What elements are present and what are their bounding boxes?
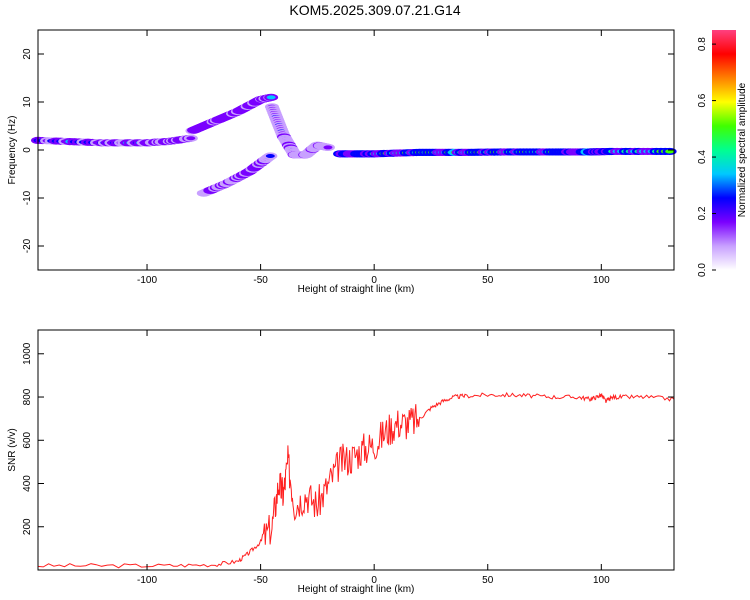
snr-y-tick-label: 800 — [22, 388, 33, 405]
snr-y-tick-label: 200 — [22, 518, 33, 535]
colorbar-tick-label: 0.0 — [697, 263, 708, 277]
spectrogram-x-tick-label: 100 — [593, 275, 610, 286]
colorbar-tick-label: 0.6 — [697, 93, 708, 107]
colorbar-label: Normalized spectral amplitude — [737, 82, 748, 217]
spectrogram-x-ticks: -100 -50 0 50 100 — [137, 30, 610, 286]
spectrogram-y-tick-label: -10 — [22, 190, 33, 205]
spectrogram-y-tick-label: 20 — [22, 48, 33, 60]
spectrogram-x-tick-label: -50 — [253, 275, 268, 286]
snr-y-tick-label: 1000 — [22, 342, 33, 365]
spectrogram-x-tick-label: 50 — [482, 275, 494, 286]
spectrogram-cell — [323, 145, 333, 150]
snr-panel: -100 -50 0 50 100 200 400 600 800 1000 Height of… — [7, 329, 675, 595]
snr-x-tick-label: 50 — [482, 575, 494, 586]
spectrogram-y-ticks: -20 -10 0 10 20 — [22, 48, 674, 253]
figure-title: KOM5.2025.309.07.21.G14 — [289, 2, 460, 18]
spectrogram-y-axis-label: Frequency (Hz) — [7, 116, 18, 185]
snr-frame — [37, 329, 675, 571]
spectrogram-cells — [31, 93, 677, 197]
colorbar-tick-label: 0.8 — [697, 37, 708, 51]
snr-x-tick-label: -100 — [137, 575, 157, 586]
spectrogram-cell — [266, 95, 276, 100]
snr-x-tick-label: -50 — [253, 575, 268, 586]
snr-series-line — [37, 391, 675, 569]
snr-x-axis-label: Height of straight line (km) — [298, 584, 415, 595]
snr-y-ticks: 200 400 600 800 1000 — [22, 342, 674, 535]
snr-x-tick-label: 0 — [371, 575, 377, 586]
snr-x-tick-label: 100 — [593, 575, 610, 586]
snr-plot-area — [38, 330, 674, 570]
spectrogram-cell — [186, 136, 196, 141]
spectrogram-y-tick-label: -20 — [22, 238, 33, 253]
snr-y-tick-label: 400 — [22, 475, 33, 492]
snr-y-axis-label: SNR (v/v) — [7, 428, 18, 471]
spectrogram-x-axis-label: Height of straight line (km) — [298, 284, 415, 295]
colorbar-tick-label: 0.4 — [697, 150, 708, 164]
colorbar-gradient — [712, 30, 736, 270]
spectrogram-x-tick-label: 0 — [371, 275, 377, 286]
colorbar: 0.0 0.2 0.4 0.6 0.8 Normalized spectral ampl… — [697, 30, 748, 277]
colorbar-ticks: 0.0 0.2 0.4 0.6 0.8 — [697, 37, 716, 277]
snr-y-tick-label: 600 — [22, 431, 33, 448]
colorbar-tick-label: 0.2 — [697, 206, 708, 220]
spectrogram-cell — [265, 154, 275, 158]
snr-x-ticks: -100 -50 0 50 100 — [137, 330, 610, 586]
spectrogram-x-tick-label: -100 — [137, 275, 157, 286]
spectrogram-y-tick-label: 0 — [22, 147, 33, 153]
spectrogram-y-tick-label: 10 — [22, 96, 33, 108]
